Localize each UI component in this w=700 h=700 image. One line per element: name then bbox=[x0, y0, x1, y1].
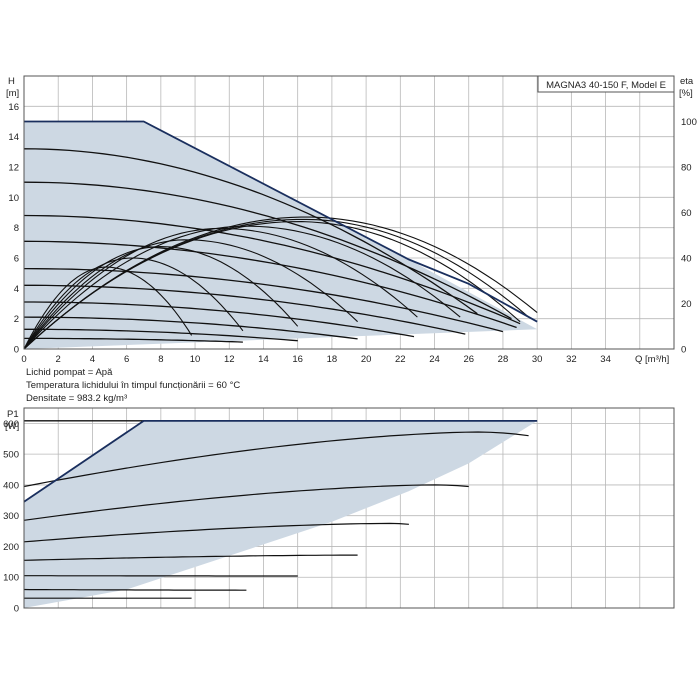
x-tick-label: 10 bbox=[190, 354, 201, 365]
efficiency-curve bbox=[23, 246, 299, 350]
x-tick-label: 26 bbox=[463, 354, 474, 365]
head-curve bbox=[23, 214, 521, 325]
y-tick-label: 14 bbox=[8, 132, 19, 143]
y-tick-label: 200 bbox=[3, 542, 19, 553]
top-axis-ticks: 0 2 4 6 8 10 12 14 16 18 20 22 24 26 28 30 32 34024681012… bbox=[8, 102, 696, 365]
x-tick-label: 8 bbox=[158, 354, 163, 365]
bottom-chart-frame bbox=[23, 407, 675, 609]
y-tick-label: 300 bbox=[3, 511, 19, 522]
operating-area-fill bbox=[24, 420, 538, 608]
y-tick-label: 100 bbox=[3, 573, 19, 584]
y2-tick-label: 40 bbox=[681, 254, 692, 265]
y2-axis-label-eta: eta bbox=[680, 76, 694, 87]
x-tick-label: 32 bbox=[566, 354, 577, 365]
head-curve bbox=[23, 267, 504, 333]
x-tick-label: 14 bbox=[258, 354, 269, 365]
efficiency-curve bbox=[23, 266, 193, 350]
top-operating-area bbox=[24, 121, 538, 349]
head-curve bbox=[23, 181, 512, 320]
power-curve bbox=[23, 484, 469, 521]
head-curve bbox=[24, 284, 466, 335]
title-box: MAGNA3 40-150 F, Model E bbox=[537, 75, 675, 93]
x-tick-label: 6 bbox=[124, 354, 129, 365]
y-tick-label: 8 bbox=[14, 223, 19, 234]
bottom-axis-ticks: 0 100 200 300 400 500 600 bbox=[3, 419, 19, 615]
y2-tick-label: 80 bbox=[681, 163, 692, 174]
y-tick-label: 12 bbox=[8, 163, 19, 174]
y-tick-label: 0 bbox=[14, 345, 19, 356]
efficiency-curve bbox=[23, 239, 358, 350]
efficiency-curve bbox=[23, 227, 418, 350]
power-curve bbox=[23, 554, 358, 561]
note-density: Densitate = 983.2 kg/m³ bbox=[26, 393, 127, 404]
top-curves bbox=[23, 120, 538, 350]
fluid-notes: Lichid pompat = Apă Temperatura lichidul… bbox=[26, 367, 240, 404]
x-tick-label: 2 bbox=[56, 354, 61, 365]
x-tick-label: 16 bbox=[292, 354, 303, 365]
operating-area-fill bbox=[24, 121, 538, 349]
x-tick-label: 12 bbox=[224, 354, 235, 365]
x-tick-label: 24 bbox=[429, 354, 440, 365]
x-tick-label: 22 bbox=[395, 354, 406, 365]
y2-tick-label: 60 bbox=[681, 208, 692, 219]
y-tick-label: 6 bbox=[14, 254, 19, 265]
y-axis-unit-h: [m] bbox=[6, 88, 19, 99]
x-tick-label: 20 bbox=[361, 354, 372, 365]
y-tick-label: 10 bbox=[8, 193, 19, 204]
y-axis-label-p1: P1 bbox=[7, 409, 19, 420]
note-fluid: Lichid pompat = Apă bbox=[26, 367, 113, 378]
y-tick-label: 400 bbox=[3, 480, 19, 491]
top-chart-frame bbox=[23, 75, 675, 350]
bottom-curves bbox=[23, 420, 538, 599]
x-axis-label-q: Q [m³/h] bbox=[635, 354, 669, 365]
x-tick-label: 0 bbox=[21, 354, 26, 365]
efficiency-curve bbox=[23, 221, 521, 350]
power-curve bbox=[23, 588, 247, 591]
head-curve bbox=[23, 240, 517, 329]
head-curve bbox=[24, 301, 415, 338]
head-efficiency-chart: 0 2 4 6 8 10 12 14 16 18 20 22 24 26 28 30 32 34024681012… bbox=[6, 75, 697, 365]
y-tick-label: 4 bbox=[14, 284, 19, 295]
note-temperature: Temperatura lichidului în timpul funcțio… bbox=[26, 380, 240, 391]
y2-axis-unit-eta: [%] bbox=[679, 88, 693, 99]
x-tick-label: 4 bbox=[90, 354, 95, 365]
max-power-curve bbox=[23, 420, 538, 503]
power-chart: 0 100 200 300 400 500 600 P1 [W] bbox=[3, 407, 675, 615]
y-tick-label: 0 bbox=[14, 604, 19, 615]
bottom-operating-area bbox=[24, 420, 538, 608]
y-tick-label: 2 bbox=[14, 314, 19, 325]
power-curve bbox=[23, 522, 409, 543]
chart-title: MAGNA3 40-150 F, Model E bbox=[546, 80, 666, 91]
y2-tick-label: 0 bbox=[681, 345, 686, 356]
power-curve bbox=[23, 431, 529, 488]
efficiency-curve bbox=[23, 225, 461, 350]
y-tick-label: 600 bbox=[3, 419, 19, 430]
x-tick-label: 34 bbox=[600, 354, 611, 365]
head-curve bbox=[24, 337, 243, 343]
y-tick-label: 500 bbox=[3, 450, 19, 461]
y2-tick-label: 20 bbox=[681, 299, 692, 310]
x-tick-label: 28 bbox=[498, 354, 509, 365]
head-curve bbox=[23, 148, 478, 315]
y-axis-unit-p1: [W] bbox=[5, 421, 19, 432]
x-tick-label: 18 bbox=[327, 354, 338, 365]
efficiency-curve bbox=[23, 257, 244, 350]
head-curve bbox=[23, 316, 358, 340]
x-tick-label: 30 bbox=[532, 354, 543, 365]
y-axis-label-h: H bbox=[8, 76, 15, 87]
y2-tick-label: 100 bbox=[681, 117, 697, 128]
head-curve bbox=[24, 328, 298, 342]
max-head-curve bbox=[24, 120, 538, 323]
y-tick-label: 16 bbox=[8, 102, 19, 113]
